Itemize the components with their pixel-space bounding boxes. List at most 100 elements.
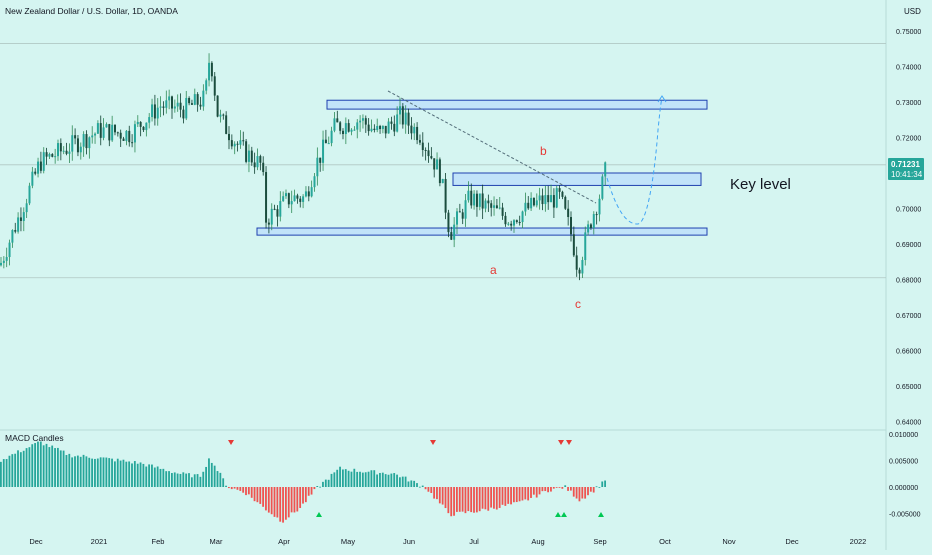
macd-bar xyxy=(185,473,188,487)
x-tick-label: Feb xyxy=(152,537,165,546)
macd-bar xyxy=(82,454,85,487)
macd-bar xyxy=(156,466,159,487)
macd-bar xyxy=(324,479,327,487)
macd-bar xyxy=(88,457,91,487)
candle-body xyxy=(324,139,327,144)
x-tick-label: Jul xyxy=(469,537,479,546)
candle-body xyxy=(102,127,105,138)
macd-bar xyxy=(538,487,541,495)
candle-body xyxy=(94,133,97,136)
candle-body xyxy=(267,222,270,225)
candle-body xyxy=(88,137,91,149)
candle-body xyxy=(17,217,20,232)
candle-body xyxy=(524,202,527,212)
candle-body xyxy=(558,188,561,192)
candle-body xyxy=(373,128,376,131)
price-tag-box xyxy=(888,158,924,180)
macd-bar xyxy=(433,487,435,499)
candle-body xyxy=(188,97,191,104)
macd-bar xyxy=(34,443,36,487)
candle-body xyxy=(575,255,578,270)
candle-body xyxy=(327,143,330,145)
macd-bar xyxy=(379,472,381,487)
candle-body xyxy=(168,96,171,101)
candle-body xyxy=(424,149,427,151)
buy-marker xyxy=(598,512,604,517)
macd-bar xyxy=(179,473,182,487)
candle-body xyxy=(142,126,145,131)
candle-body xyxy=(333,118,336,131)
macd-bar xyxy=(515,487,518,503)
macd-bar xyxy=(45,443,48,487)
macd-bar xyxy=(176,473,179,487)
macd-bar xyxy=(213,465,216,487)
macd-bar xyxy=(487,487,490,511)
candle-body xyxy=(510,223,513,226)
macd-bar xyxy=(595,486,598,488)
candle-body xyxy=(344,123,347,135)
candle-body xyxy=(521,211,524,223)
candle-body xyxy=(290,201,293,205)
candle-body xyxy=(285,193,287,197)
macd-bar xyxy=(501,487,504,505)
candle-body xyxy=(74,135,77,139)
x-tick-label: Dec xyxy=(785,537,799,546)
macd-bar xyxy=(510,487,512,505)
x-tick-label: Jun xyxy=(403,537,415,546)
macd-bar xyxy=(14,453,17,487)
candle-body xyxy=(153,104,156,119)
candle-body xyxy=(518,221,521,223)
macd-bar xyxy=(57,447,59,487)
candle-body xyxy=(25,203,28,213)
candle-body xyxy=(82,134,85,147)
candle-body xyxy=(148,117,151,123)
macd-bar xyxy=(28,447,31,487)
y-tick-label: 0.65000 xyxy=(896,384,921,391)
macd-bar xyxy=(541,487,544,492)
macd-bar xyxy=(236,487,239,490)
macd-bar xyxy=(68,453,71,487)
candle-body xyxy=(427,150,430,157)
candle-body xyxy=(65,150,68,154)
macd-bar xyxy=(17,450,19,487)
candle-body xyxy=(270,208,273,225)
candle-body xyxy=(473,193,476,206)
macd-bar xyxy=(139,462,142,487)
macd-bar xyxy=(210,462,213,487)
macd-y-tick-label: 0.010000 xyxy=(889,432,918,439)
macd-bar xyxy=(247,487,250,495)
macd-bar xyxy=(507,487,510,504)
candle-body xyxy=(396,114,399,132)
macd-bar xyxy=(193,474,196,487)
candle-body xyxy=(501,207,504,216)
sell-marker xyxy=(566,440,572,445)
macd-bar xyxy=(359,471,361,487)
macd-bar xyxy=(353,468,356,487)
macd-bar xyxy=(450,487,453,517)
candle-body xyxy=(481,193,484,209)
candle-body xyxy=(513,220,515,226)
candle-body xyxy=(413,126,416,134)
macd-bar xyxy=(313,487,316,490)
candle-body xyxy=(71,135,74,152)
macd-bar xyxy=(456,487,458,512)
macd-bar xyxy=(279,487,282,522)
macd-bar xyxy=(581,487,584,499)
macd-bar xyxy=(356,471,359,487)
macd-bar xyxy=(102,457,105,487)
candle-body xyxy=(495,205,498,209)
candle-body xyxy=(219,114,222,117)
macd-bar xyxy=(2,459,5,487)
candle-body xyxy=(456,211,458,225)
macd-bar xyxy=(208,458,210,487)
y-tick-label: 0.72000 xyxy=(896,136,921,143)
candle-body xyxy=(99,123,102,138)
projection-arrow xyxy=(657,95,667,103)
macd-bar xyxy=(532,487,535,495)
grid xyxy=(0,0,887,550)
macd-bar xyxy=(5,459,8,487)
macd-bar xyxy=(136,463,139,487)
candle-body xyxy=(0,262,2,266)
candle-body xyxy=(122,138,125,141)
